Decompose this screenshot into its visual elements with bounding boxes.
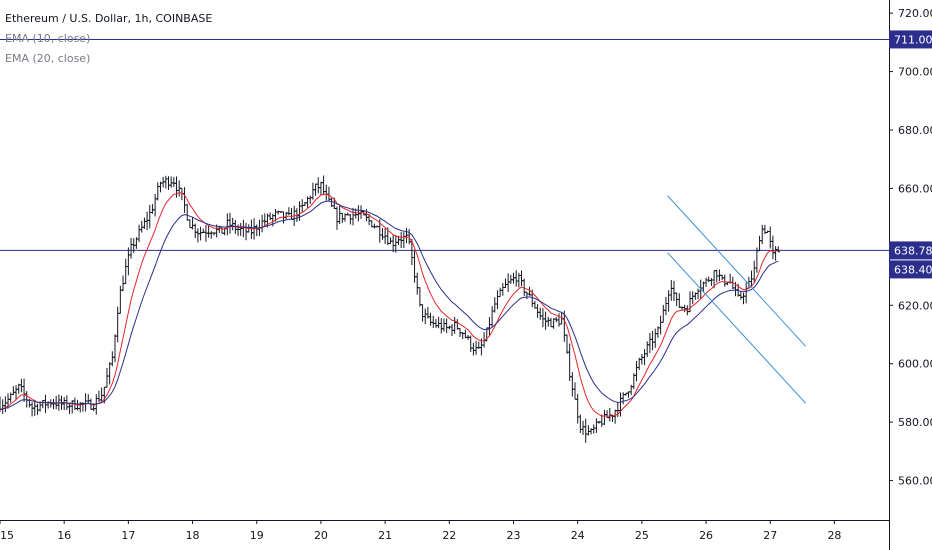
y-tick-label-1: 700.00 <box>898 66 932 79</box>
trend-line-0[interactable] <box>667 195 806 347</box>
x-tick-label-6: 21 <box>378 529 392 542</box>
x-tick-label-1: 16 <box>57 529 71 542</box>
x-tick-label-9: 24 <box>571 529 585 542</box>
x-tick-label-7: 22 <box>442 529 456 542</box>
trend-line-1[interactable] <box>667 252 806 404</box>
y-tick-label-2: 680.00 <box>898 124 932 137</box>
x-tick-label-10: 25 <box>635 529 649 542</box>
x-tick-label-0: 15 <box>0 529 14 542</box>
y-tick-label-5: 620.00 <box>898 299 932 312</box>
price-tag-2: 638.40 <box>889 260 932 279</box>
price-tag-label-1: 638.78 <box>894 244 932 257</box>
legend-ema-10[interactable]: EMA (10, close) <box>5 32 91 45</box>
ema-line-10[interactable] <box>0 192 779 417</box>
y-tick-label-0: 720.00 <box>898 7 932 20</box>
chart-title: Ethereum / U.S. Dollar, 1h, COINBASE <box>5 12 213 25</box>
x-tick-label-3: 18 <box>186 529 200 542</box>
chart-legend: Ethereum / U.S. Dollar, 1h, COINBASE EMA… <box>5 9 212 69</box>
y-tick-label-8: 560.00 <box>898 475 932 488</box>
x-tick-label-11: 26 <box>699 529 713 542</box>
y-tick-label-3: 660.00 <box>898 182 932 195</box>
price-tag-label-0: 711.00 <box>894 33 932 46</box>
x-tick-label-8: 23 <box>507 529 521 542</box>
x-tick-label-13: 28 <box>827 529 841 542</box>
ema-line-20[interactable] <box>0 200 779 410</box>
price-tag-0: 711.00 <box>889 30 932 49</box>
price-tag-label-2: 638.40 <box>894 263 932 276</box>
y-tick-label-6: 600.00 <box>898 358 932 371</box>
x-tick-label-5: 20 <box>314 529 328 542</box>
x-tick-label-12: 27 <box>763 529 777 542</box>
y-tick-label-7: 580.00 <box>898 416 932 429</box>
x-tick-label-2: 17 <box>121 529 135 542</box>
legend-ema-20[interactable]: EMA (20, close) <box>5 52 91 65</box>
price-tag-1: 638.78 <box>889 241 932 260</box>
x-tick-label-4: 19 <box>250 529 264 542</box>
